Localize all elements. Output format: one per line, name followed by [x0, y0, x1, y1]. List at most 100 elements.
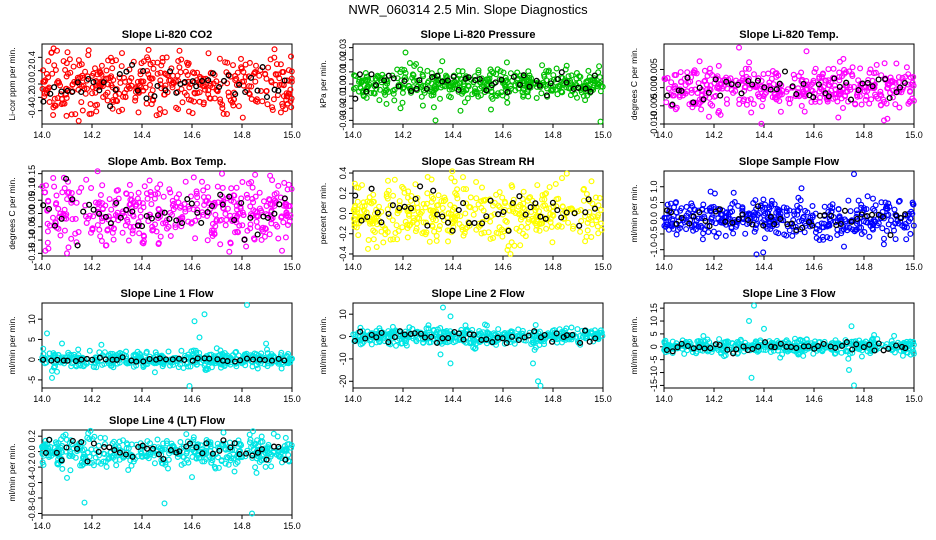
reference-point	[268, 357, 276, 364]
chart-panel: Slope Li-820 Temp.14.0 14.2 14.4 14.6 14.8 15…	[629, 29, 923, 140]
data-point	[254, 223, 261, 230]
data-point	[475, 67, 482, 74]
data-point	[673, 231, 680, 238]
data-point	[244, 194, 251, 201]
data-point	[750, 71, 757, 78]
data-point	[883, 227, 890, 234]
reference-point	[176, 448, 183, 455]
data-series	[350, 49, 606, 125]
reference-point	[563, 209, 570, 216]
data-point	[178, 347, 185, 354]
reference-point	[162, 356, 170, 363]
reference-point	[487, 197, 494, 204]
outlier-point	[798, 185, 805, 192]
reference-point	[184, 196, 191, 203]
data-point	[755, 93, 762, 100]
data-point	[723, 209, 730, 216]
x-tick-label: 14.0	[33, 262, 51, 272]
x-tick-label: 14.0	[344, 262, 362, 272]
reference-point	[558, 69, 565, 76]
data-point	[909, 199, 916, 206]
data-point	[464, 95, 471, 102]
reference-point	[575, 84, 582, 91]
data-point	[193, 190, 200, 197]
data-point	[258, 433, 265, 440]
reference-point	[237, 357, 244, 364]
y-axis-label: kPa per min.	[318, 60, 328, 108]
data-point	[97, 83, 104, 90]
data-point	[598, 226, 605, 233]
data-point	[747, 96, 754, 103]
data-point	[263, 75, 270, 82]
data-point	[445, 83, 452, 90]
reference-point	[199, 450, 206, 457]
data-point	[785, 95, 792, 102]
data-point	[135, 189, 142, 196]
data-point	[557, 81, 564, 88]
data-point	[488, 106, 495, 113]
reference-point	[577, 339, 584, 346]
data-point	[853, 207, 860, 214]
y-axis-label: Li-cor ppm per min.	[7, 47, 17, 120]
reference-series	[664, 68, 908, 108]
reference-point	[220, 437, 227, 444]
data-point	[489, 95, 496, 102]
data-point	[51, 363, 58, 370]
reference-point	[723, 78, 730, 85]
reference-point	[503, 339, 510, 347]
reference-point	[836, 83, 843, 90]
data-point	[825, 66, 832, 73]
data-point	[777, 108, 784, 115]
data-point	[409, 71, 416, 78]
data-point	[676, 93, 683, 100]
x-tick-label: 15.0	[283, 130, 301, 140]
data-point	[279, 100, 286, 107]
data-point	[254, 365, 261, 372]
data-point	[365, 237, 372, 244]
reference-point	[351, 337, 359, 344]
data-point	[715, 85, 722, 92]
data-point	[376, 203, 383, 210]
outlier-point	[58, 340, 65, 347]
data-point	[520, 200, 527, 207]
reference-point	[364, 213, 371, 221]
y-tick-label: 0.0	[649, 212, 659, 225]
data-point	[387, 236, 394, 243]
reference-point	[78, 438, 85, 446]
data-point	[268, 463, 275, 470]
data-point	[844, 227, 851, 234]
data-point	[112, 212, 119, 219]
data-point	[839, 73, 846, 80]
data-point	[154, 70, 161, 77]
reference-point	[247, 214, 254, 221]
data-point	[160, 440, 167, 447]
data-point	[85, 430, 92, 437]
data-point	[507, 339, 514, 346]
reference-point	[209, 450, 216, 457]
data-point	[180, 443, 187, 450]
x-tick-label: 15.0	[905, 262, 923, 272]
reference-point	[275, 87, 282, 94]
data-point	[214, 183, 221, 190]
data-point	[809, 87, 816, 94]
data-point	[65, 244, 72, 251]
y-tick-label: 0	[27, 357, 37, 362]
x-tick-label: 14.2	[83, 394, 101, 404]
data-point	[155, 444, 162, 451]
data-point	[359, 182, 366, 189]
data-point	[92, 454, 99, 461]
data-point	[487, 235, 494, 242]
data-point	[517, 242, 524, 249]
data-point	[430, 327, 437, 334]
data-point	[584, 219, 591, 226]
reference-point	[728, 81, 735, 88]
x-tick-label: 14.8	[233, 130, 251, 140]
data-point	[541, 73, 548, 80]
data-point	[825, 90, 832, 97]
data-point	[165, 348, 172, 355]
data-point	[80, 363, 87, 370]
data-point	[662, 337, 669, 344]
outlier-point	[279, 247, 286, 254]
data-point	[739, 77, 746, 84]
